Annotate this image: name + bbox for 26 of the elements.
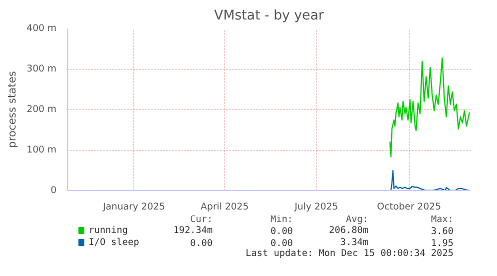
y-tick-label: 100 m [26,144,57,156]
line-series [389,57,470,158]
chart-title: VMstat - by year [214,8,324,24]
text: 0.00 [190,238,214,249]
text: Avg: [346,214,368,225]
text: 3.34m [340,237,369,248]
y-tick-label: 400 m [26,23,57,34]
x-tick-label: July 2025 [294,202,338,212]
text: Last update: Mon Dec 15 00:00:34 2025 [246,248,454,259]
y-tick-label: 300 m [26,64,57,74]
y-axis-title: process states [6,70,19,148]
text: 0.00 [270,238,294,249]
y-tick-label: 0 [50,185,57,196]
text: Max: [431,214,454,225]
x-tick-label: April 2025 [200,202,249,212]
x-tick-label: January 2025 [102,202,166,212]
text: 0.00 [270,226,294,237]
legend-label: I/O sleep [88,237,140,248]
text: 192.34m [173,225,214,236]
y-tick-label: 200 m [26,104,57,115]
legend-label: running [88,225,128,236]
text: 3.60 [431,226,454,237]
text: 206.80m [329,225,369,236]
line-series [390,170,470,190]
text: 1.95 [431,238,454,249]
x-tick-label: October 2025 [377,202,442,212]
